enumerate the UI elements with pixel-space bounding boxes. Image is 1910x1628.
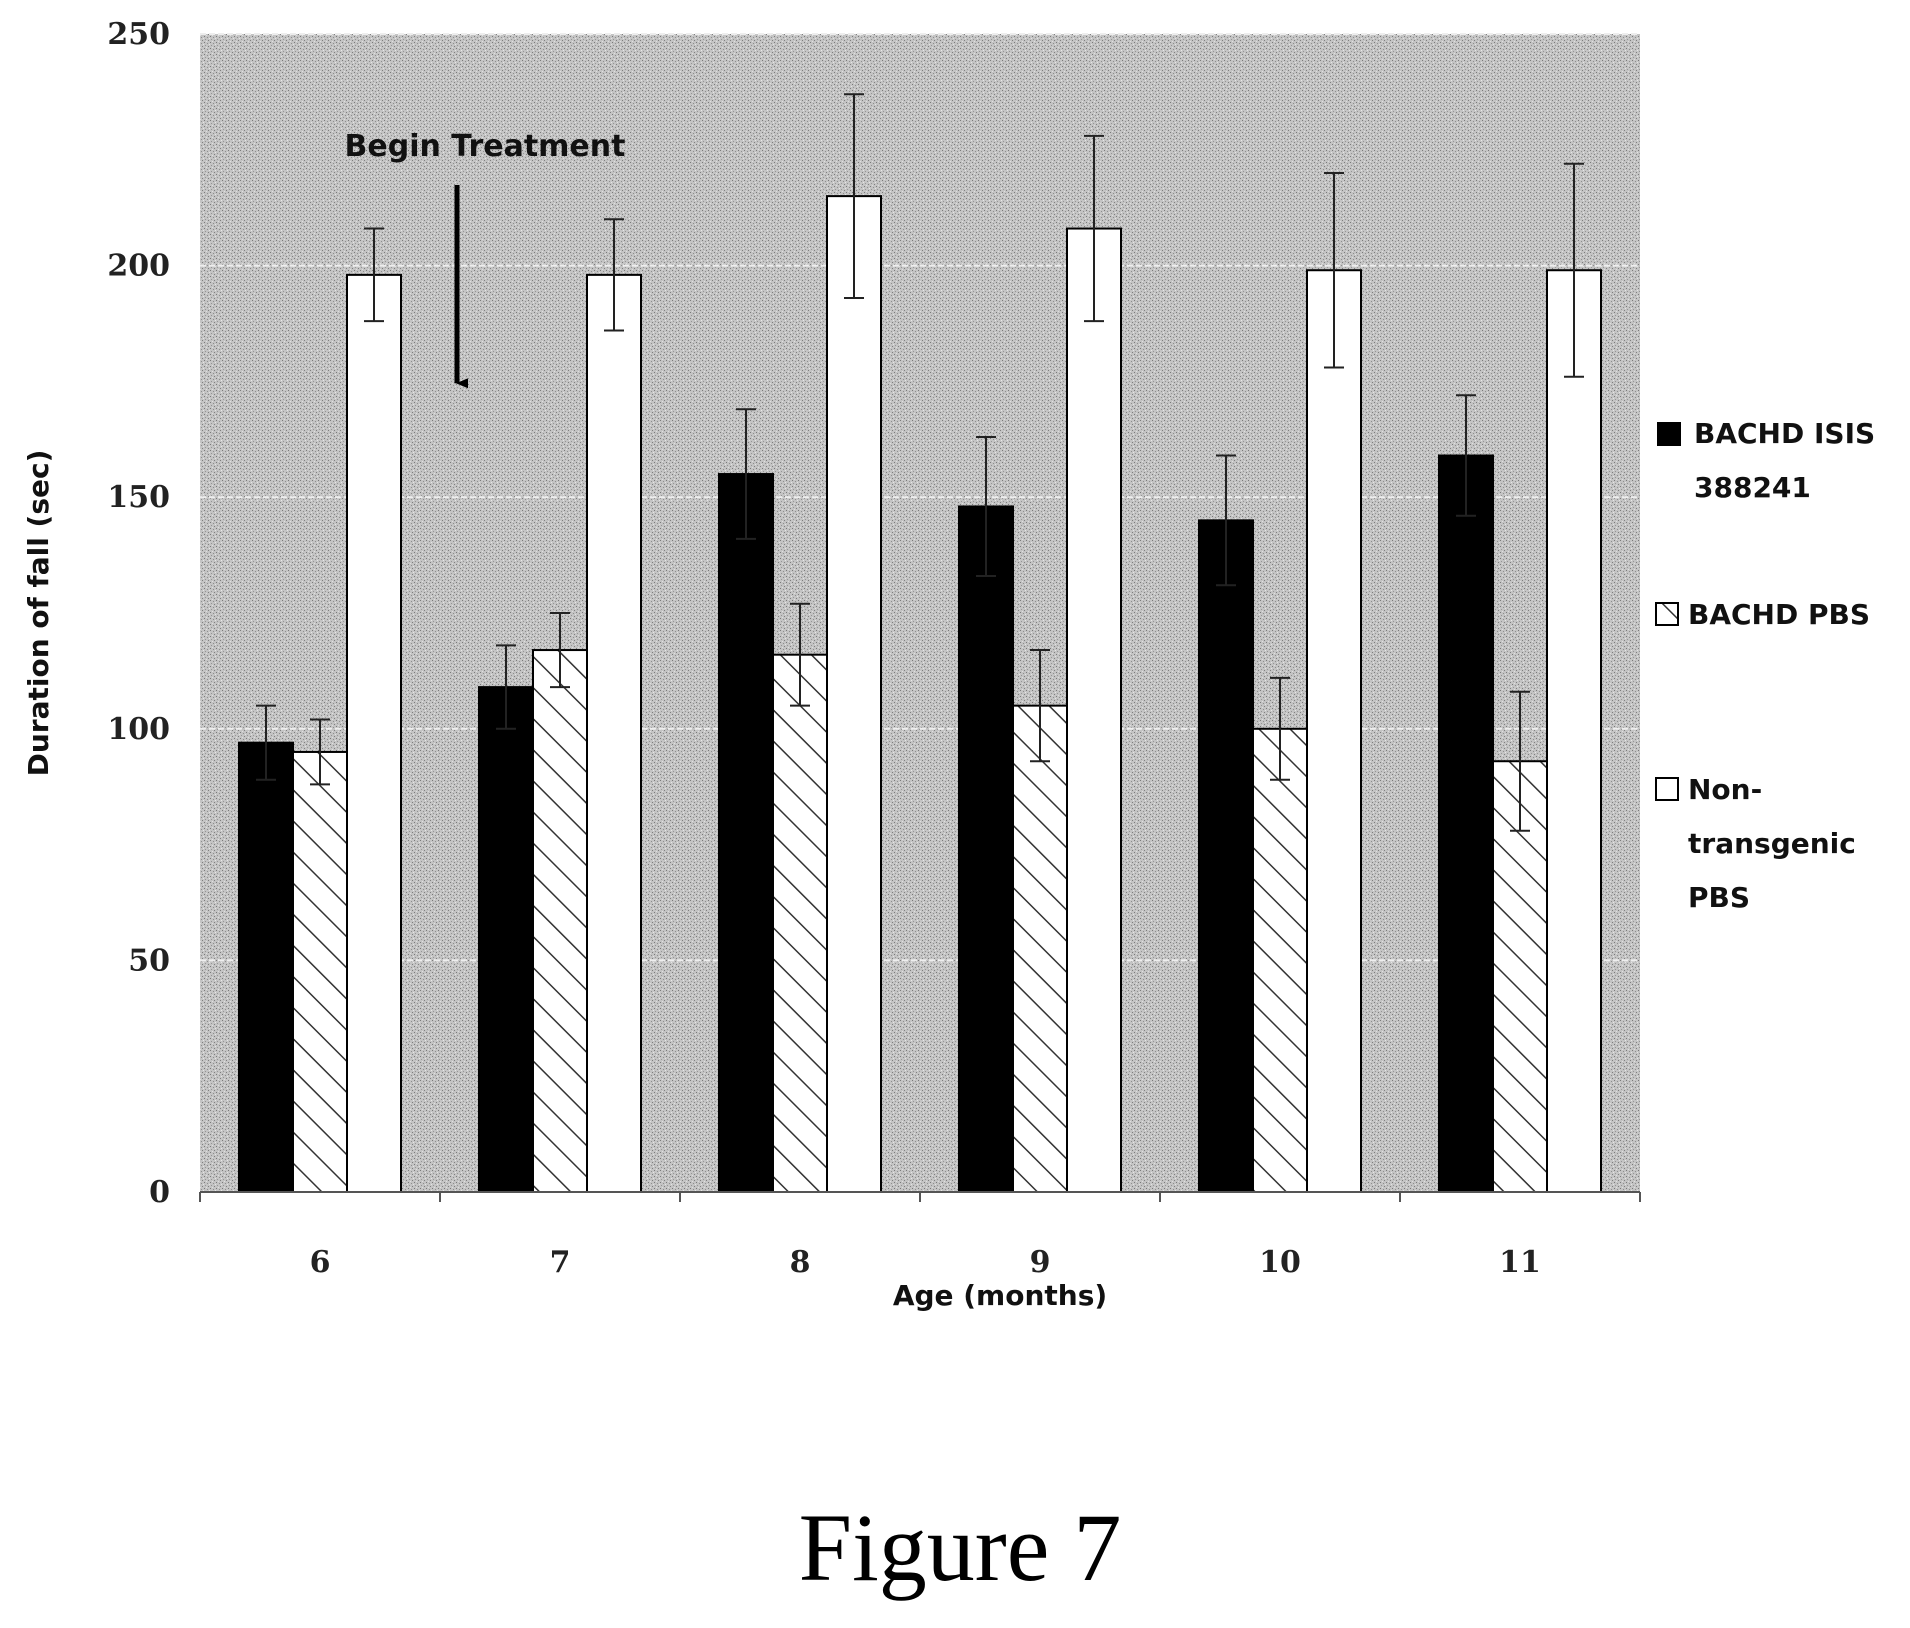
begin-treatment-label: Begin Treatment <box>345 129 626 164</box>
error-bar-series-1-cat-7 <box>496 644 516 730</box>
x-tick-label: 10 <box>1259 1245 1301 1280</box>
error-bar-series-2-cat-11 <box>1510 690 1530 832</box>
error-bar-series-2-cat-7 <box>550 612 570 689</box>
y-axis-title: Duration of fall (sec) <box>22 450 55 777</box>
bar-series-1-cat-7 <box>478 686 534 1193</box>
bar-series-1-cat-8 <box>718 473 774 1194</box>
error-bar-series-2-cat-9 <box>1030 649 1050 763</box>
x-axis-ticks: 6 7 8 9 10 11 <box>199 1192 1641 1280</box>
error-bar-series-1-cat-11 <box>1456 394 1476 517</box>
bar-series-1-cat-9 <box>958 505 1014 1193</box>
x-axis-title: Age (months) <box>893 1279 1107 1312</box>
y-tick-label: 100 <box>107 712 170 747</box>
y-tick-label: 50 <box>128 943 170 978</box>
legend-label-bachd-isis: BACHD ISIS 388241 <box>1694 417 1875 504</box>
figure-caption: Figure 7 <box>799 1494 1122 1601</box>
bar-series-2-cat-10 <box>1252 727 1308 1193</box>
y-tick-label: 150 <box>107 480 170 515</box>
bar-series-2-cat-9 <box>1012 704 1068 1193</box>
bar-series-3-cat-6 <box>346 273 402 1193</box>
error-bar-series-1-cat-10 <box>1216 454 1236 587</box>
plot-area <box>200 34 1640 1192</box>
bar-series-3-cat-9 <box>1066 227 1122 1193</box>
x-tick-label: 7 <box>550 1245 571 1280</box>
error-bars <box>256 93 1584 832</box>
error-bar-series-1-cat-9 <box>976 435 996 577</box>
bar-series-2-cat-8 <box>772 653 828 1193</box>
x-tick-label: 11 <box>1499 1245 1541 1280</box>
error-bar-series-3-cat-10 <box>1324 171 1344 369</box>
bar-series-1-cat-6 <box>238 741 294 1193</box>
bar-series-1-cat-10 <box>1198 519 1254 1193</box>
y-axis-ticks: 0 50 100 150 200 250 <box>107 17 170 1210</box>
legend-swatch-open <box>1655 777 1679 801</box>
error-bar-series-2-cat-10 <box>1270 676 1290 781</box>
error-bar-series-3-cat-11 <box>1564 162 1584 378</box>
bar-series-3-cat-7 <box>586 273 642 1193</box>
bars <box>238 195 1602 1194</box>
x-tick-label: 6 <box>310 1245 331 1280</box>
legend-label-bachd-pbs: BACHD PBS <box>1688 598 1870 631</box>
y-tick-label: 200 <box>107 249 170 284</box>
legend-item-bachd-pbs: BACHD PBS <box>1655 598 1870 631</box>
error-bar-series-3-cat-6 <box>364 227 384 323</box>
error-bar-series-2-cat-8 <box>790 602 810 707</box>
legend-item-bachd-isis: BACHD ISIS 388241 <box>1657 417 1875 504</box>
legend: BACHD ISIS 388241 BACHD PBS Non-transgeni… <box>1655 417 1875 914</box>
legend-label-non-transgenic: Non-transgenic PBS <box>1688 773 1856 914</box>
y-tick-label: 0 <box>149 1175 170 1210</box>
bar-series-2-cat-6 <box>292 750 348 1194</box>
error-bar-series-2-cat-6 <box>310 718 330 786</box>
bar-series-2-cat-7 <box>532 649 588 1193</box>
bar-series-1-cat-11 <box>1438 454 1494 1193</box>
error-bar-series-1-cat-8 <box>736 408 756 540</box>
begin-treatment-annotation: Begin Treatment <box>345 129 626 389</box>
x-tick-label: 8 <box>790 1245 811 1280</box>
error-bar-series-3-cat-9 <box>1084 134 1104 323</box>
error-bar-series-3-cat-8 <box>844 93 864 300</box>
legend-label-line1: BACHD ISIS 388241 <box>1694 417 1875 504</box>
gridlines <box>200 33 1640 962</box>
legend-item-non-transgenic: Non-transgenic PBS <box>1655 773 1856 914</box>
error-bar-series-1-cat-6 <box>256 704 276 781</box>
bar-series-3-cat-11 <box>1546 269 1602 1193</box>
legend-swatch-solid <box>1657 422 1681 446</box>
legend-swatch-hatched <box>1655 602 1679 626</box>
x-tick-label: 9 <box>1030 1245 1051 1280</box>
y-tick-label: 250 <box>107 17 170 52</box>
bar-series-3-cat-10 <box>1306 269 1362 1193</box>
error-bar-series-3-cat-7 <box>604 218 624 332</box>
bar-series-3-cat-8 <box>826 195 882 1193</box>
